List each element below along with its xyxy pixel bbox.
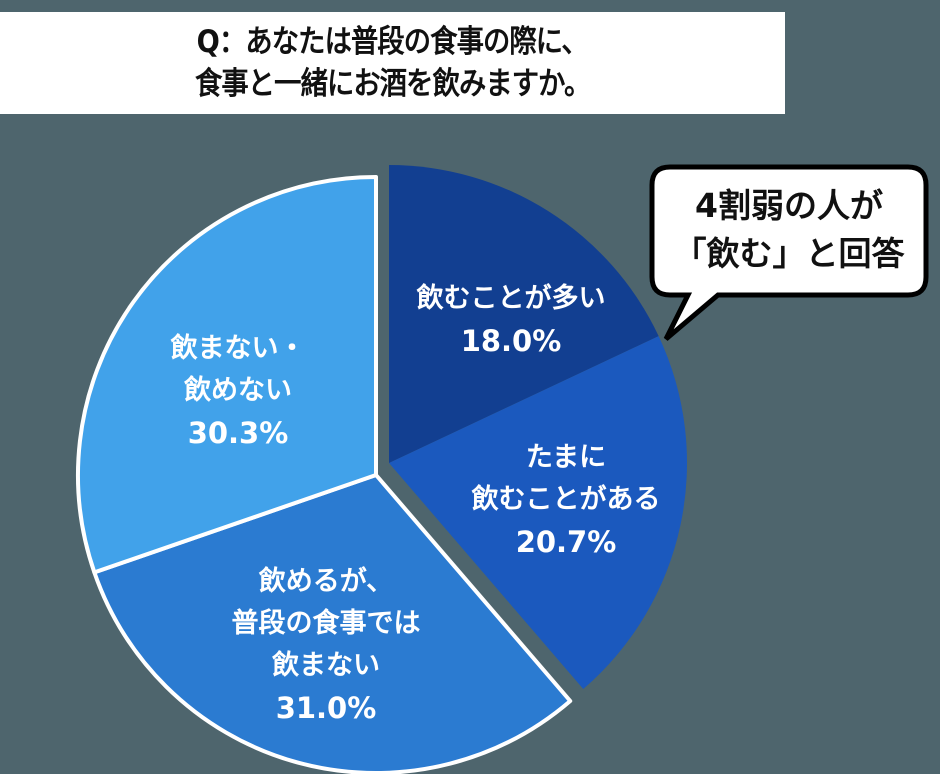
question-title: Q：あなたは普段の食事の際に、 食事と一緒にお酒を飲みますか。 [0,12,785,114]
pie-slice-not-usual [92,473,573,774]
label-never-text-1: 飲まない・ [170,333,306,364]
label-often-pct: 18.0% [460,324,562,358]
callout-text: 4割弱の人が 「飲む」と回答 [648,182,930,278]
pie-slice-never [76,175,378,575]
label-often-text: 飲むことが多い [416,283,606,314]
label-never-text-2: 飲めない [184,375,292,406]
pie-slice-sometimes [389,336,688,689]
label-not-usual-text-2: 普段の食事では [231,608,421,639]
label-never-pct: 30.3% [187,416,289,450]
pie-main-group [76,175,573,774]
pie-exploded-group [389,165,688,689]
label-sometimes-text-1: たまに [525,442,607,473]
callout-bubble [649,164,929,341]
slice-label-sometimes: たまに 飲むことがある 20.7% [472,437,661,563]
label-not-usual-text-1: 飲めるが、 [258,566,394,597]
label-not-usual-pct: 31.0% [275,691,377,725]
pie-slice-often [389,165,659,463]
slice-label-often: 飲むことが多い 18.0% [417,278,606,362]
label-sometimes-pct: 20.7% [515,525,617,559]
title-line-2: 食事と一緒にお酒を飲みますか。 [194,66,591,102]
title-line-1: Q：あなたは普段の食事の際に、 [196,24,589,60]
slice-label-not-usual: 飲めるが、 普段の食事では 飲まない 31.0% [232,561,421,729]
label-sometimes-text-2: 飲むことがある [471,484,661,515]
callout-line-1: 4割弱の人が [695,186,883,225]
callout-line-2: 「飲む」と回答 [673,234,905,273]
label-not-usual-text-3: 飲まない [272,650,380,681]
slice-label-never: 飲まない・ 飲めない 30.3% [171,328,306,454]
